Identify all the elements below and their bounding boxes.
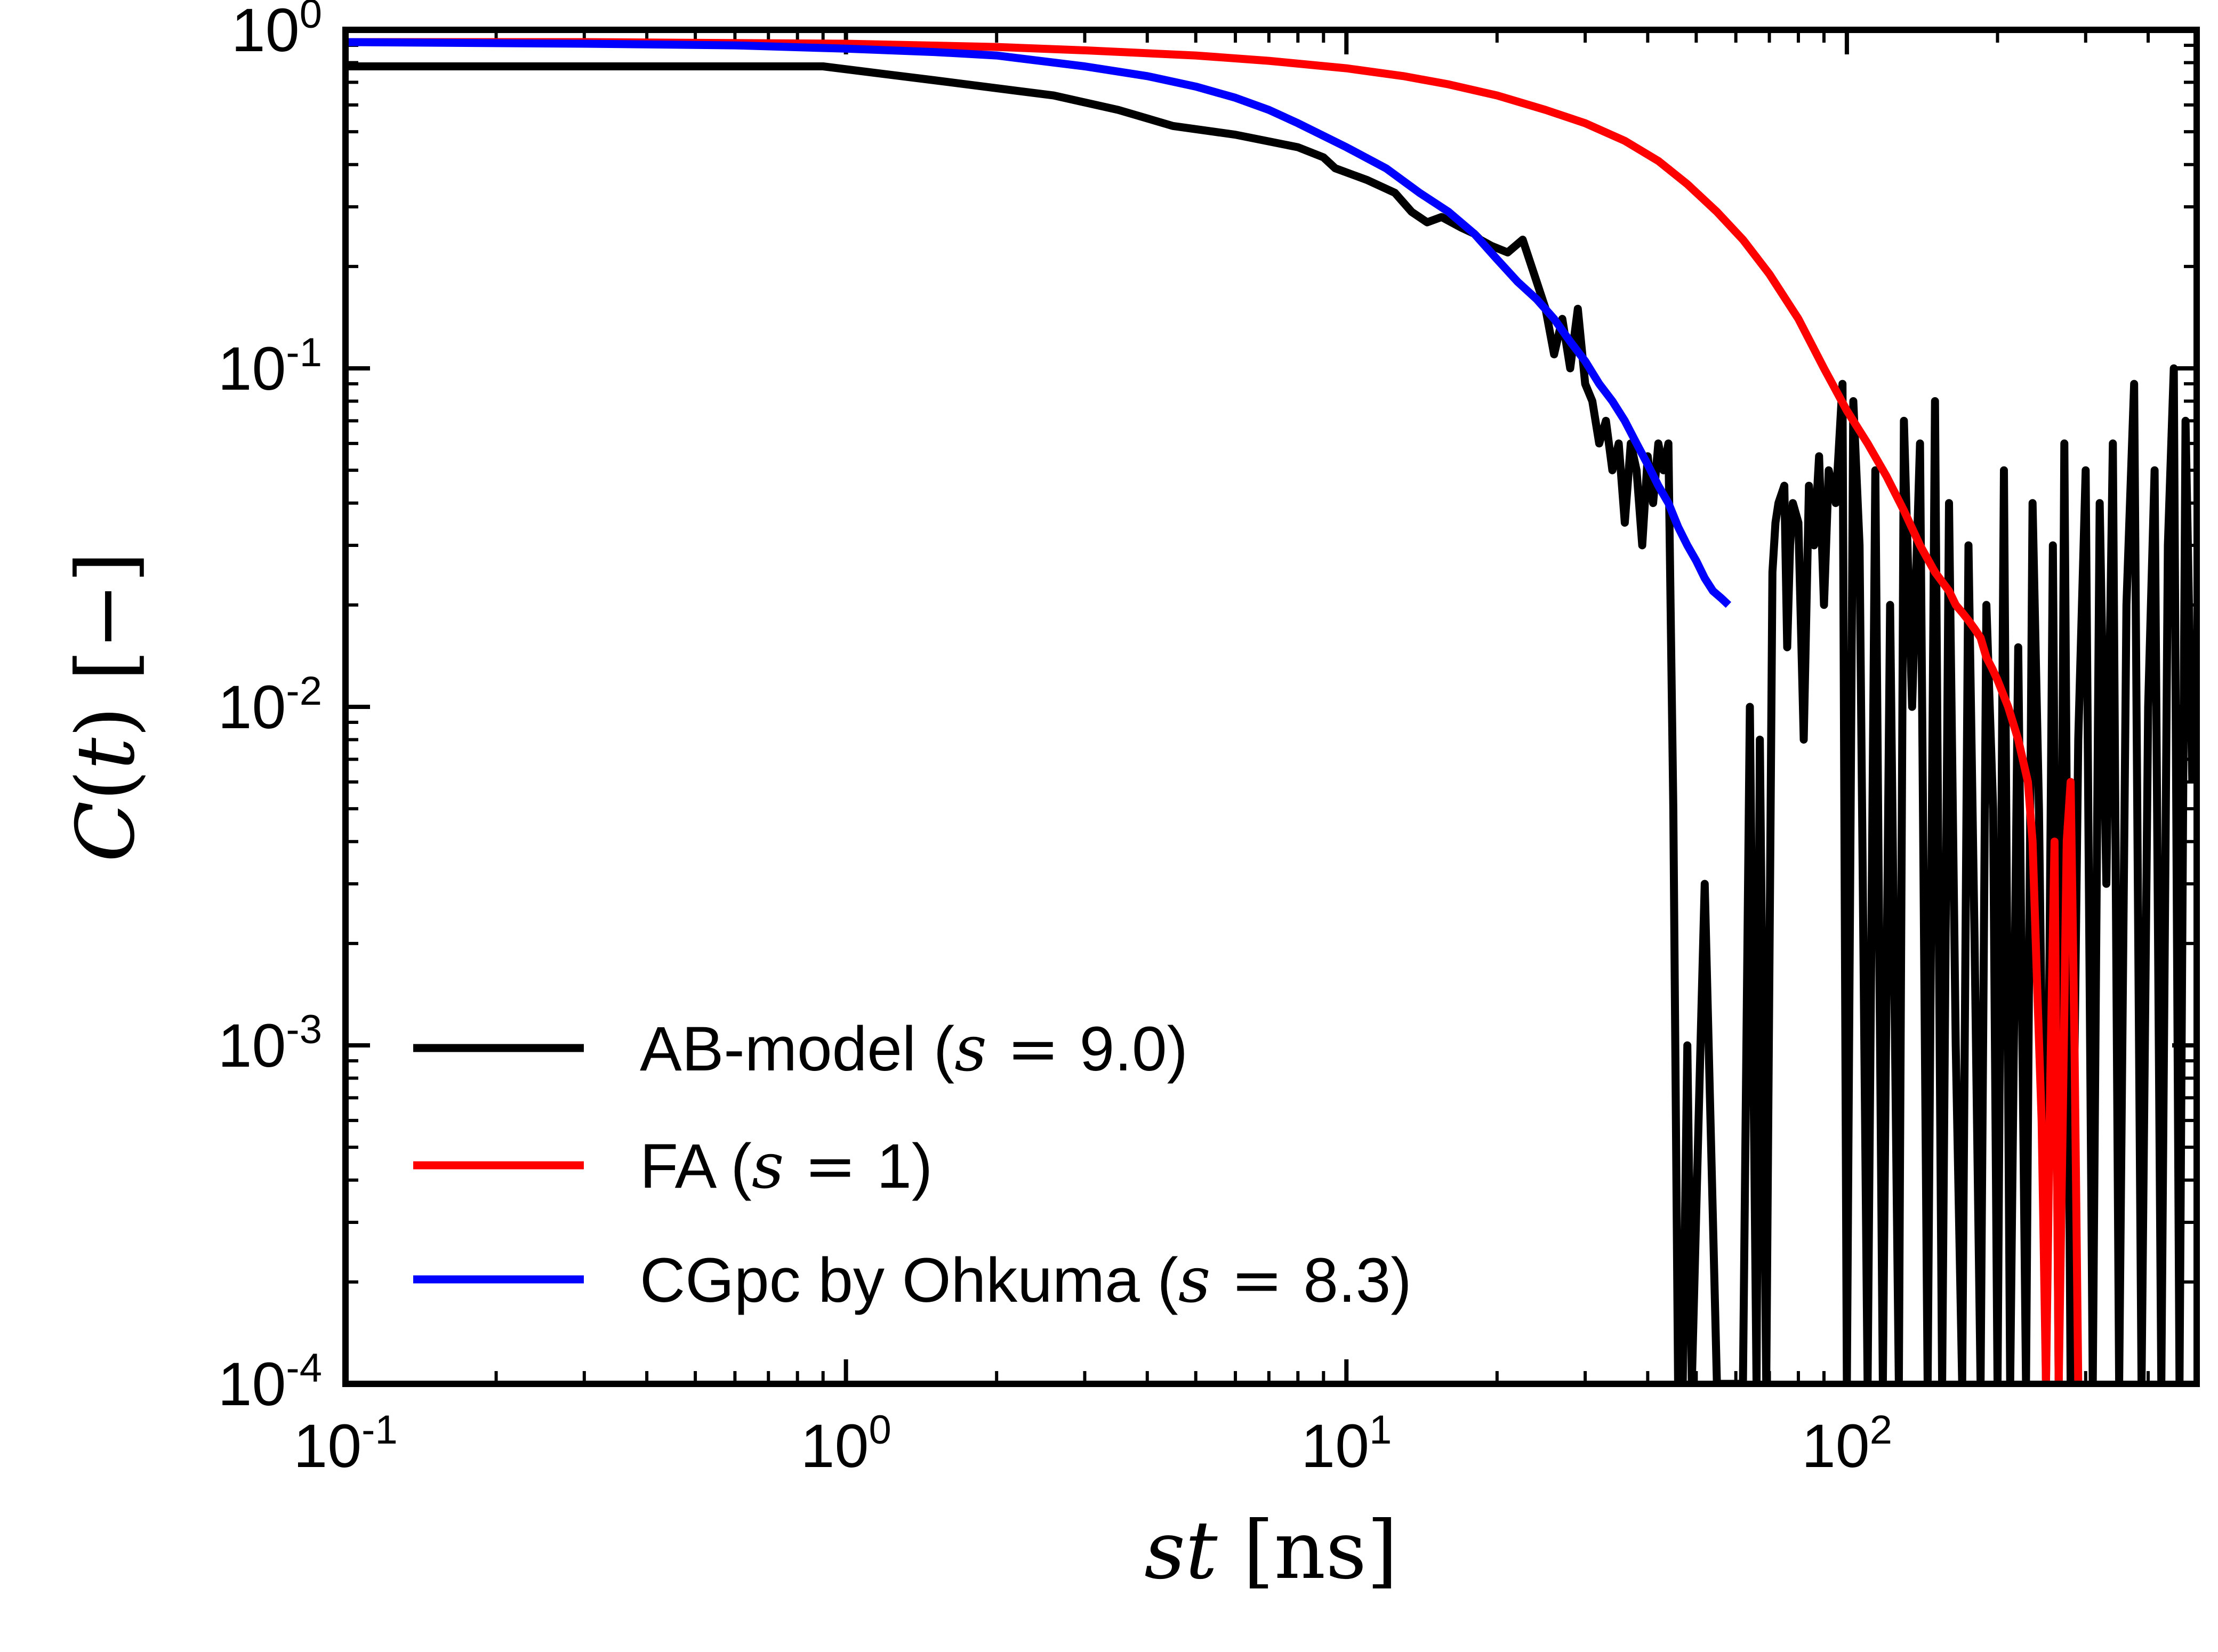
legend-label-1: AB-model (s = 9.0) (640, 1012, 1188, 1085)
legend-label-3: CGpc by Ohkuma (s = 8.3) (640, 1243, 1412, 1317)
plot-frame (342, 27, 2200, 1387)
x-axis-label: st [ns] (1144, 1504, 1398, 1597)
y-tick-label: 10-4 (218, 1345, 323, 1419)
series-layer (345, 38, 2197, 1384)
y-tick-label: 10-2 (218, 668, 323, 742)
x-tick-label: 102 (1802, 1407, 1892, 1480)
legend-label-2: FA (s = 1) (640, 1129, 933, 1203)
y-axis-label: C(t) [−] (60, 552, 152, 863)
x-tick-label: 10-1 (293, 1407, 398, 1480)
x-tick-label: 100 (801, 1407, 891, 1480)
x-tick-label: 101 (1301, 1407, 1392, 1480)
tick-labels: 10-1 100 101 102 100 10-1 10-2 10-3 10-4 (218, 0, 1893, 1480)
y-tick-label: 100 (231, 0, 322, 65)
y-tick-label: 10-1 (218, 330, 323, 403)
series-line-1 (345, 62, 2197, 1384)
series-line-3 (345, 38, 1732, 608)
legend: AB-model (s = 9.0) FA (s = 1) CGpc by Ohku… (413, 1012, 1412, 1317)
series-line-2 (345, 38, 2083, 1384)
y-tick-label: 10-3 (218, 1007, 323, 1080)
